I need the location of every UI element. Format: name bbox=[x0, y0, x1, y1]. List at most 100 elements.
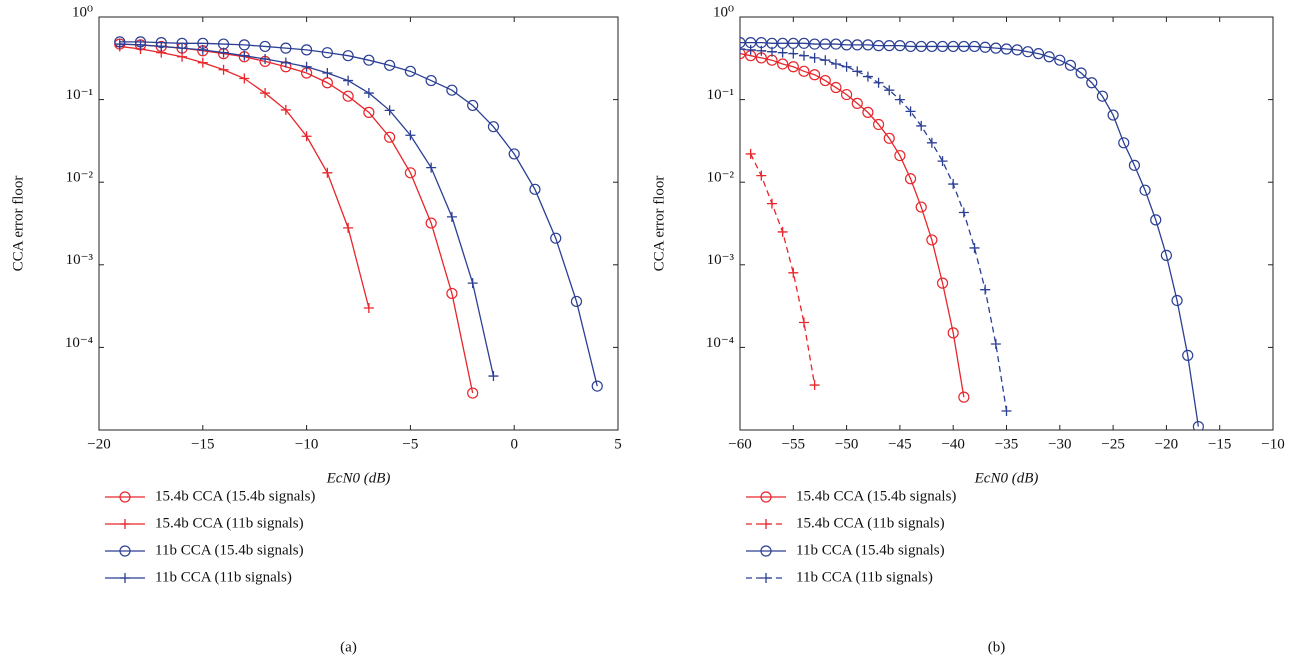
marker bbox=[467, 387, 479, 399]
marker bbox=[777, 226, 788, 237]
marker bbox=[1150, 214, 1162, 226]
legend-label: 15.4b CCA (15.4b signals) bbox=[155, 488, 315, 504]
marker bbox=[905, 106, 916, 117]
legend-label: 15.4b CCA (15.4b signals) bbox=[796, 488, 956, 504]
x-tick-label: −20 bbox=[87, 436, 110, 452]
plot-area bbox=[740, 36, 1204, 430]
marker bbox=[798, 37, 810, 49]
marker bbox=[884, 85, 895, 96]
x-tick-label: 5 bbox=[614, 436, 622, 452]
legend-item: 15.4b CCA (11b signals) bbox=[105, 515, 304, 531]
marker bbox=[926, 234, 938, 246]
legend-item: 15.4b CCA (15.4b signals) bbox=[746, 488, 956, 504]
marker bbox=[120, 519, 130, 529]
marker bbox=[363, 54, 375, 66]
marker bbox=[1032, 48, 1045, 60]
marker bbox=[446, 211, 457, 222]
marker bbox=[904, 173, 917, 185]
legend-label: 15.4b CCA (11b signals) bbox=[155, 515, 304, 531]
marker bbox=[425, 74, 437, 87]
series-line bbox=[740, 48, 1008, 412]
marker bbox=[745, 148, 756, 159]
marker bbox=[788, 48, 799, 59]
chart: −60 −55 −50 −45 −40 −35 −30 −25 −20 −15 −10 10⁰ 10⁻¹… bbox=[651, 4, 1284, 655]
marker bbox=[851, 97, 863, 109]
marker bbox=[1118, 137, 1130, 149]
marker bbox=[426, 162, 437, 173]
marker bbox=[1043, 51, 1055, 63]
marker bbox=[1064, 59, 1077, 71]
marker bbox=[798, 317, 809, 328]
marker bbox=[280, 42, 292, 54]
x-tick-label: −5 bbox=[402, 436, 418, 452]
marker bbox=[873, 77, 884, 88]
y-tick-label: 10⁰ bbox=[713, 4, 734, 20]
marker bbox=[958, 391, 970, 403]
x-tick-label: −55 bbox=[782, 436, 805, 452]
marker bbox=[862, 39, 874, 51]
x-tick-label: −30 bbox=[1048, 436, 1071, 452]
marker bbox=[740, 43, 745, 54]
marker bbox=[862, 71, 873, 82]
marker bbox=[488, 371, 499, 382]
marker bbox=[761, 573, 771, 583]
marker bbox=[550, 232, 562, 244]
y-tick-label: 10⁻³ bbox=[66, 252, 94, 268]
marker bbox=[1160, 249, 1173, 261]
marker bbox=[301, 44, 313, 56]
marker bbox=[840, 39, 853, 51]
marker bbox=[851, 39, 863, 51]
marker bbox=[259, 40, 271, 53]
marker bbox=[384, 131, 396, 143]
y-tick-label: 10⁻² bbox=[707, 170, 735, 186]
marker bbox=[301, 131, 312, 142]
marker bbox=[819, 38, 831, 50]
marker bbox=[280, 104, 291, 115]
x-tick-label: −35 bbox=[995, 436, 1018, 452]
marker bbox=[1011, 44, 1023, 56]
marker bbox=[1128, 159, 1141, 171]
marker bbox=[156, 41, 167, 52]
marker bbox=[760, 491, 772, 503]
series-line bbox=[119, 43, 474, 394]
marker bbox=[487, 121, 500, 133]
marker bbox=[1075, 67, 1087, 79]
marker bbox=[446, 84, 458, 96]
marker bbox=[1054, 54, 1066, 66]
marker bbox=[740, 36, 746, 49]
marker bbox=[756, 45, 767, 56]
marker bbox=[1171, 294, 1183, 307]
x-tick-label: −60 bbox=[728, 436, 751, 452]
legend-label: 11b CCA (15.4b signals) bbox=[796, 542, 945, 558]
marker bbox=[830, 81, 842, 94]
marker bbox=[197, 44, 208, 55]
legend-label: 15.4b CCA (11b signals) bbox=[796, 515, 945, 531]
marker bbox=[1022, 46, 1034, 58]
marker bbox=[809, 380, 820, 391]
y-axis-label: CCA error floor bbox=[651, 176, 667, 272]
marker bbox=[916, 120, 927, 131]
caption: (a) bbox=[340, 639, 357, 655]
marker bbox=[239, 50, 250, 61]
marker bbox=[197, 57, 208, 68]
marker bbox=[1192, 420, 1204, 430]
marker bbox=[1139, 184, 1151, 196]
marker bbox=[114, 39, 125, 50]
marker bbox=[969, 242, 980, 253]
marker bbox=[756, 170, 767, 181]
marker bbox=[926, 40, 938, 53]
x-tick-label: −20 bbox=[1155, 436, 1178, 452]
plot-frame bbox=[98, 16, 619, 431]
legend-label: 11b CCA (11b signals) bbox=[155, 569, 292, 585]
marker bbox=[787, 61, 799, 73]
marker bbox=[936, 40, 949, 53]
marker bbox=[280, 57, 291, 68]
series-line bbox=[750, 153, 816, 386]
marker bbox=[979, 41, 991, 53]
marker bbox=[958, 40, 970, 53]
marker bbox=[740, 48, 746, 60]
marker bbox=[766, 198, 777, 209]
x-tick-label: −25 bbox=[1101, 436, 1124, 452]
marker bbox=[830, 58, 841, 69]
